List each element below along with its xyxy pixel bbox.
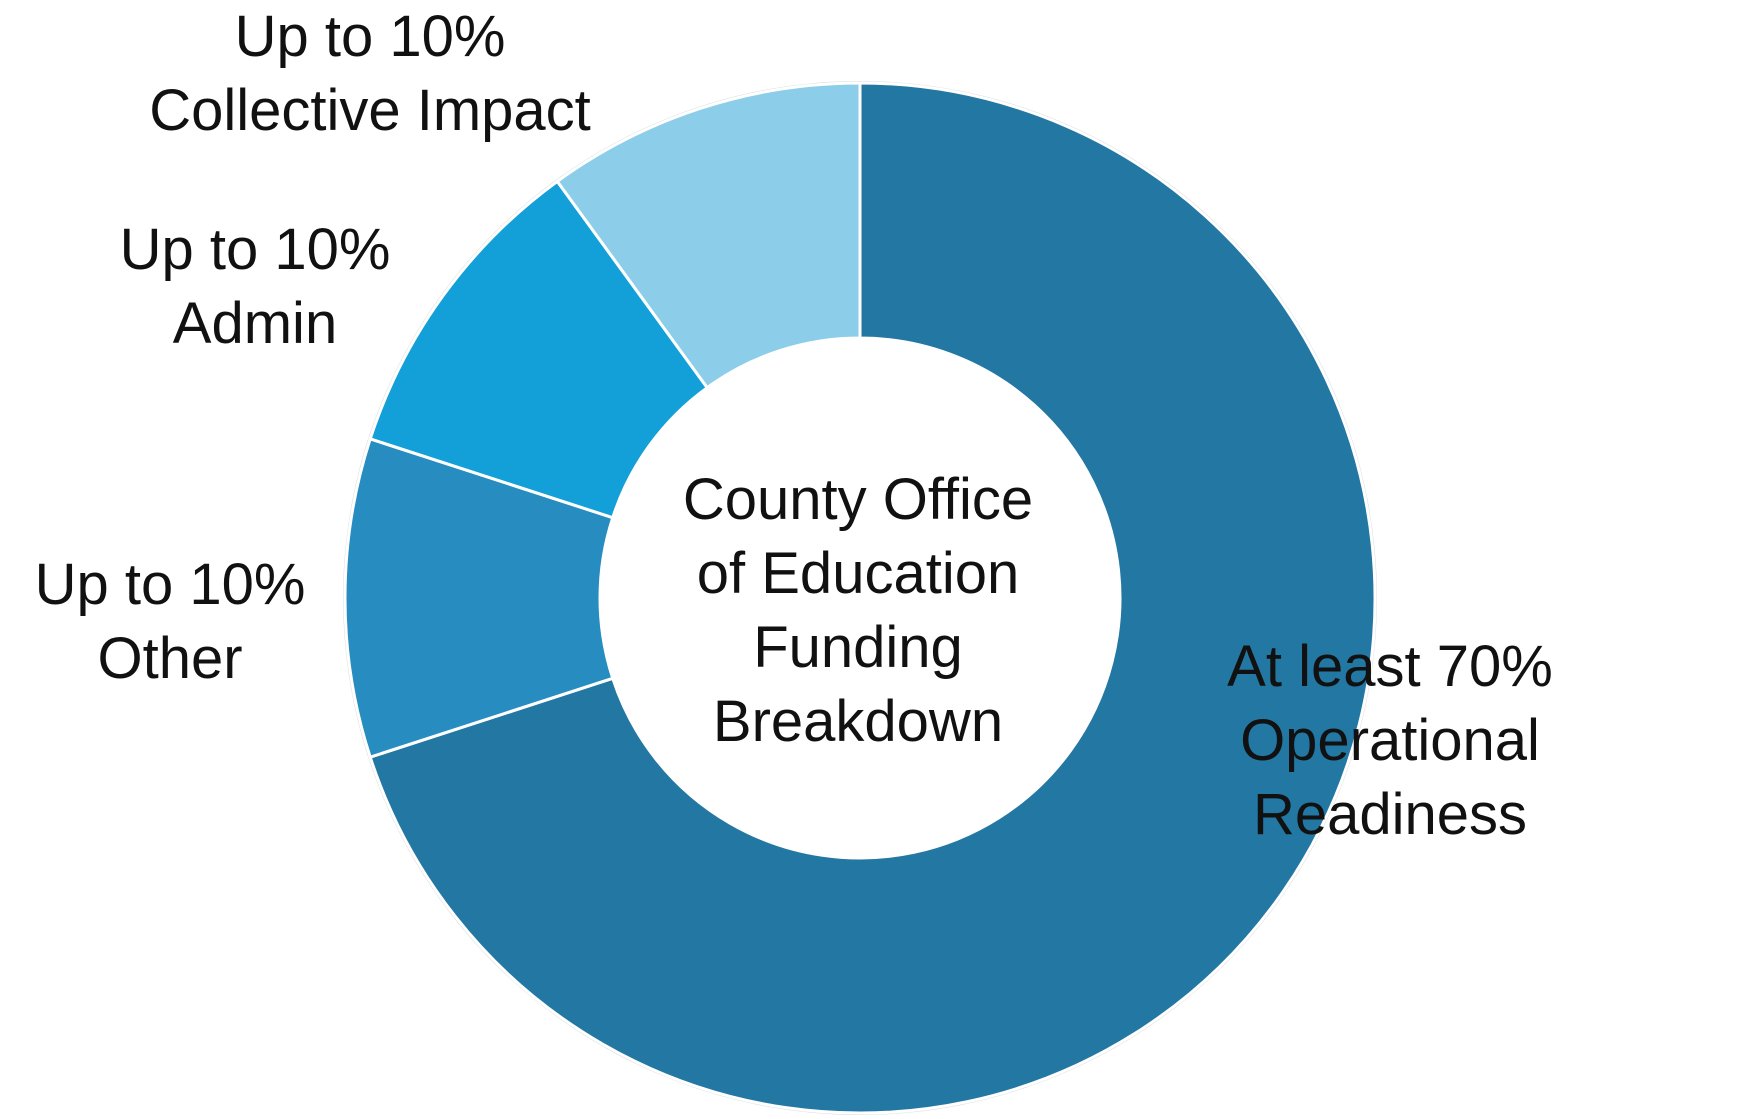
slice-label-line: Collective Impact <box>149 78 591 143</box>
slices-group <box>343 81 1377 1115</box>
slice-collective-impact <box>555 81 862 390</box>
slice-label-operational-readiness: At least 70% Operational Readiness <box>1200 630 1580 852</box>
chart-title-line-4: Breakdown <box>712 689 1004 754</box>
slice-label-line: Other <box>97 626 243 691</box>
chart-title: County Office of Education Funding Break… <box>598 463 1118 759</box>
chart-title-line-2: of Education <box>696 541 1020 606</box>
slice-label-line: Operational <box>1240 708 1540 773</box>
chart-title-line-3: Funding <box>753 615 963 680</box>
donut-hole <box>601 339 1119 857</box>
slice-label-line: Up to 10% <box>234 4 506 69</box>
slice-operational-readiness <box>368 81 1377 1115</box>
slice-label-line: Up to 10% <box>34 552 306 617</box>
chart-title-line-1: County Office <box>682 467 1034 532</box>
slice-label-admin: Up to 10% Admin <box>90 213 420 361</box>
slice-label-line: At least 70% <box>1227 634 1553 699</box>
slice-label-line: Up to 10% <box>119 217 391 282</box>
slice-label-line: Readiness <box>1252 782 1528 847</box>
slice-admin <box>368 179 710 520</box>
slice-other <box>343 436 615 760</box>
slice-label-other: Up to 10% Other <box>10 548 330 696</box>
slice-label-line: Admin <box>172 291 338 356</box>
slice-label-collective-impact: Up to 10% Collective Impact <box>120 0 620 148</box>
